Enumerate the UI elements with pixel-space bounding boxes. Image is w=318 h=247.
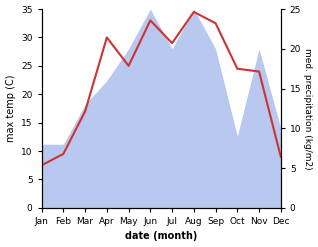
Y-axis label: med. precipitation (kg/m2): med. precipitation (kg/m2) [303, 48, 313, 169]
Y-axis label: max temp (C): max temp (C) [5, 75, 16, 142]
X-axis label: date (month): date (month) [125, 231, 197, 242]
